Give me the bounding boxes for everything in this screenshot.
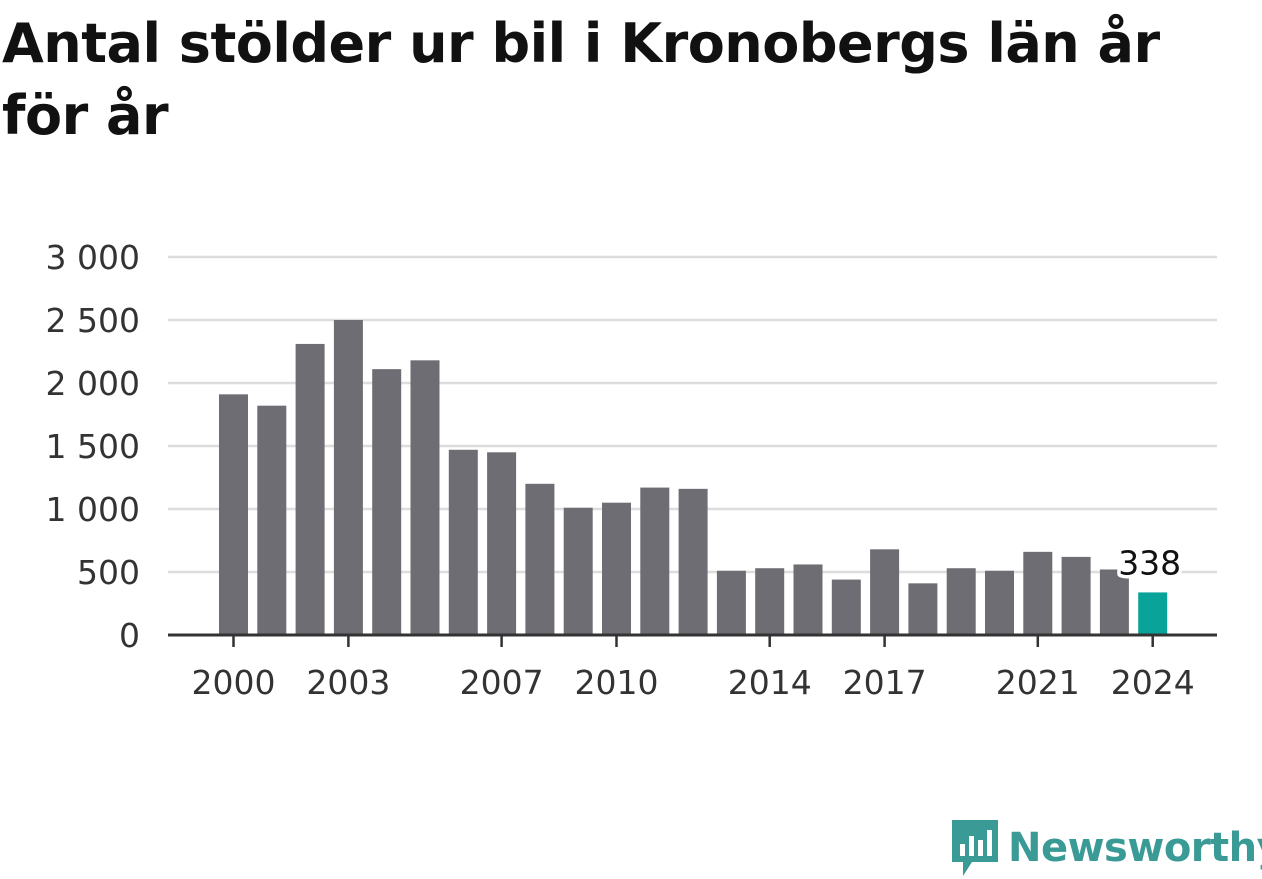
y-tick-label: 2 500 xyxy=(46,301,140,340)
bar-2015 xyxy=(793,564,823,635)
bar-2003 xyxy=(333,320,363,635)
y-tick-label: 1 500 xyxy=(46,427,140,466)
newsworthy-logo: Newsworthy xyxy=(950,818,1262,878)
bar-2014 xyxy=(755,568,785,635)
y-tick-label: 500 xyxy=(77,553,140,592)
data-labels: 338 xyxy=(1115,540,1185,586)
x-tick-label: 2014 xyxy=(728,663,812,702)
y-tick-label: 2 000 xyxy=(46,364,140,403)
bar-2009 xyxy=(563,507,593,635)
x-tick-label: 2003 xyxy=(306,663,390,702)
chart-title: Antal stölder ur bil i Kronobergs län år… xyxy=(2,12,1160,147)
y-axis-tick-labels: 0 500 1 000 1 500 2 000 2 500 3 000 xyxy=(46,238,140,655)
bar-2016 xyxy=(831,579,861,635)
y-tick-label: 3 000 xyxy=(46,238,140,277)
bar-2011 xyxy=(640,487,670,635)
bar-2002 xyxy=(295,343,325,635)
bar-2006 xyxy=(448,449,478,635)
bar-2022 xyxy=(1061,556,1091,635)
x-tick-label: 2017 xyxy=(843,663,927,702)
brand-name: Newsworthy xyxy=(1008,825,1262,871)
bar-2001 xyxy=(257,405,287,635)
bar-2007 xyxy=(487,452,517,635)
bar-2021 xyxy=(1023,551,1053,635)
bar-2017 xyxy=(870,549,900,635)
x-tick-label: 2000 xyxy=(192,663,276,702)
y-tick-label: 1 000 xyxy=(46,490,140,529)
bar-2023 xyxy=(1099,569,1129,635)
bar-2018 xyxy=(908,583,938,635)
bar-2019 xyxy=(946,568,976,635)
bar-2020 xyxy=(985,570,1014,635)
newsworthy-logo-icon xyxy=(952,820,998,876)
x-tick-label: 2010 xyxy=(575,663,659,702)
bar-2010 xyxy=(602,502,631,635)
bar-2000 xyxy=(219,394,248,635)
bars xyxy=(219,320,1168,635)
bar-2012 xyxy=(678,488,708,635)
data-label-2024: 338 xyxy=(1118,543,1181,582)
bar-2024 xyxy=(1138,592,1168,635)
x-tick-label: 2024 xyxy=(1111,663,1195,702)
bar-2008 xyxy=(525,483,555,635)
x-tick-label: 2007 xyxy=(460,663,544,702)
bar-2013 xyxy=(716,570,746,635)
x-axis-tick-labels: 2000 2003 2007 2010 2014 2017 2021 2024 xyxy=(192,663,1195,702)
x-tick-label: 2021 xyxy=(996,663,1080,702)
y-tick-label: 0 xyxy=(119,616,140,655)
bar-2005 xyxy=(410,360,440,635)
bar-2004 xyxy=(372,369,402,635)
x-axis xyxy=(168,633,1217,647)
